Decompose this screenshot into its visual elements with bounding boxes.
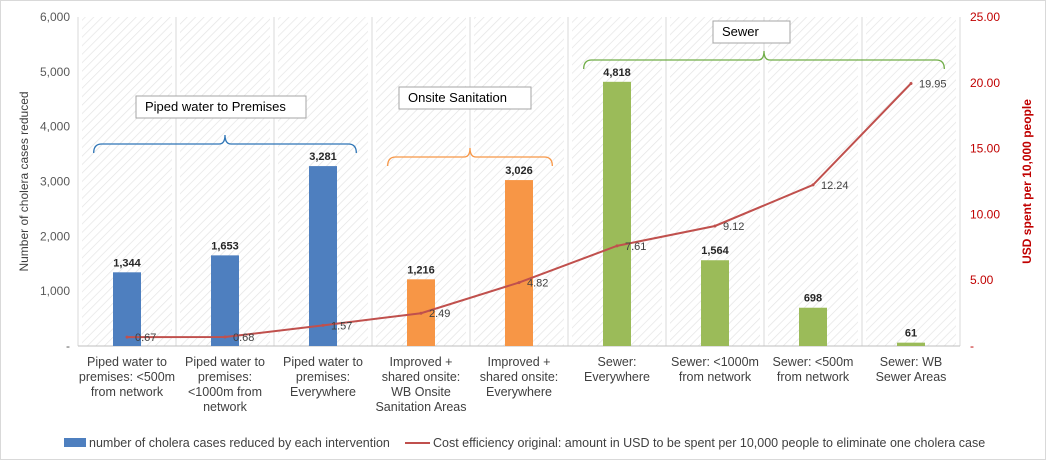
line-data-label: 19.95 <box>919 78 947 90</box>
y-right-tick-label: 5.00 <box>970 273 994 287</box>
legend-label-bars: number of cholera cases reduced by each … <box>89 436 390 450</box>
x-category-label: from network <box>777 370 850 384</box>
bar-data-label: 1,344 <box>113 257 141 269</box>
y-left-tick-label: 1,000 <box>40 284 70 298</box>
group-label: Onsite Sanitation <box>408 90 507 105</box>
bar-data-label: 1,564 <box>701 245 729 257</box>
y-left-tick-label: - <box>66 339 70 353</box>
line-data-label: 0.67 <box>135 332 156 344</box>
legend-label-line: Cost efficiency original: amount in USD … <box>433 436 985 450</box>
bar <box>701 260 729 346</box>
line-point <box>125 335 129 339</box>
x-category-label: premises: <box>296 370 350 384</box>
line-data-label: 4.82 <box>527 278 548 290</box>
y-right-tick-label: 20.00 <box>970 76 1000 90</box>
y-left-tick-label: 5,000 <box>40 65 70 79</box>
bar-data-label: 698 <box>804 293 822 305</box>
bar <box>897 342 925 346</box>
x-category-label: Sewer: <box>598 355 637 369</box>
gridline-band <box>866 17 956 346</box>
group-bracket <box>387 147 553 167</box>
bar <box>603 81 631 347</box>
bar-data-label: 4,818 <box>603 67 631 79</box>
x-category-label: Sewer: <1000m <box>671 355 759 369</box>
line-point <box>223 335 227 339</box>
line-point <box>517 281 521 285</box>
line-data-label: 7.61 <box>625 241 646 253</box>
x-category-label: WB Onsite <box>391 385 451 399</box>
x-category-label: Piped water to <box>87 355 167 369</box>
x-category-label: Sewer: <500m <box>773 355 854 369</box>
group-label-box <box>135 95 307 119</box>
x-category-label: <1000m from <box>188 385 262 399</box>
y-left-tick-label: 3,000 <box>40 175 70 189</box>
bar <box>505 180 533 346</box>
y-right-tick-label: 10.00 <box>970 207 1000 221</box>
y-left-tick-label: 4,000 <box>40 120 70 134</box>
group-label: Sewer <box>722 24 760 39</box>
gridline-band <box>768 17 858 346</box>
bar-data-label: 3,281 <box>309 151 337 163</box>
group-bracket <box>583 50 945 70</box>
bar-data-label: 3,026 <box>505 165 533 177</box>
legend-swatch-bars <box>64 438 86 447</box>
bar-data-label: 1,216 <box>407 264 435 276</box>
bar <box>799 307 827 346</box>
line-data-label: 0.68 <box>233 332 254 344</box>
x-category-label: Improved + <box>488 355 551 369</box>
y-right-tick-label: 25.00 <box>970 10 1000 24</box>
line-point <box>321 323 325 327</box>
line-data-label: 9.12 <box>723 221 744 233</box>
x-category-label: Everywhere <box>584 370 650 384</box>
x-category-label: Sanitation Areas <box>375 400 466 414</box>
line-data-label: 2.49 <box>429 308 450 320</box>
x-category-label: Piped water to <box>185 355 265 369</box>
x-category-label: premises: <500m <box>79 370 175 384</box>
x-category-label: Sewer: WB <box>880 355 943 369</box>
y-right-axis-title: USD spent per 10,000 people <box>1020 99 1034 264</box>
bar-data-label: 1,653 <box>211 240 239 252</box>
line-data-label: 1.57 <box>331 320 352 332</box>
y-left-tick-label: 2,000 <box>40 229 70 243</box>
x-category-label: Everywhere <box>486 385 552 399</box>
y-right-tick-label: - <box>970 339 974 353</box>
plot-area: - 1,000 2,000 3,000 4,000 5,000 6,000 - 5.00 10.0… <box>17 10 1034 450</box>
x-category-label: Everywhere <box>290 385 356 399</box>
x-category-label: network <box>203 400 248 414</box>
x-category-label: premises: <box>198 370 252 384</box>
x-category-label: shared onsite: <box>480 370 559 384</box>
bar-data-label: 61 <box>905 328 917 340</box>
line-point <box>615 244 619 248</box>
bar <box>113 272 141 346</box>
x-category-label: shared onsite: <box>382 370 461 384</box>
line-point <box>811 183 815 187</box>
x-category-label: from network <box>91 385 164 399</box>
bar <box>211 255 239 346</box>
line-point <box>909 81 913 85</box>
x-category-label: Improved + <box>390 355 453 369</box>
bar <box>309 166 337 346</box>
x-category-label: from network <box>679 370 752 384</box>
line-data-label: 12.24 <box>821 180 849 192</box>
group-label-box <box>712 20 791 44</box>
group-bracket <box>93 134 357 154</box>
line-point <box>713 224 717 228</box>
y-right-tick-label: 15.00 <box>970 142 1000 156</box>
group-label: Piped water to Premises <box>145 99 286 114</box>
line-point <box>419 311 423 315</box>
y-left-tick-label: 6,000 <box>40 10 70 24</box>
x-category-label: Piped water to <box>283 355 363 369</box>
y-left-axis-title: Number of cholera cases reduced <box>17 91 31 271</box>
group-label-box <box>398 86 532 110</box>
x-category-label: Sewer Areas <box>876 370 947 384</box>
